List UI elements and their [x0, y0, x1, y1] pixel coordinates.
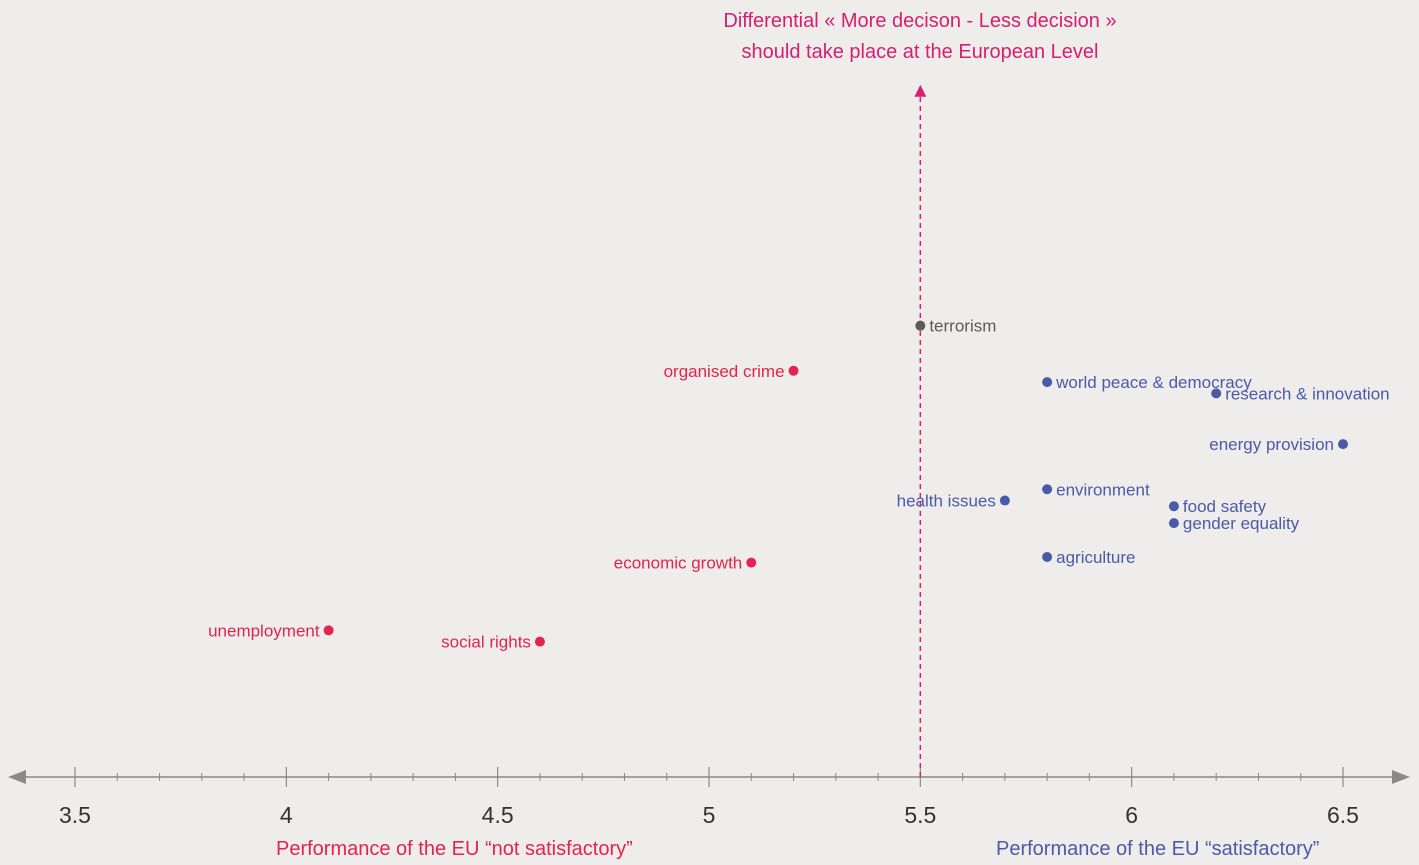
- data-point: [1338, 439, 1348, 450]
- data-point-label: health issues: [897, 492, 996, 511]
- data-point: [1042, 551, 1053, 562]
- chart-title-line-2: should take place at the European Level: [741, 41, 1099, 63]
- x-axis-arrow-left: [8, 770, 26, 784]
- data-point-label: agriculture: [1056, 548, 1135, 567]
- data-point: [1168, 518, 1179, 529]
- data-point-label: terrorism: [929, 317, 996, 336]
- data-point: [534, 636, 545, 647]
- data-point-label: unemployment: [208, 621, 320, 640]
- data-point: [323, 625, 334, 636]
- x-axis-arrow-right: [1392, 770, 1410, 784]
- x-tick-label: 4.5: [482, 802, 514, 828]
- data-point: [999, 495, 1010, 506]
- data-point-label: organised crime: [664, 362, 785, 381]
- data-point: [915, 320, 926, 331]
- data-point: [746, 557, 757, 568]
- x-tick-label: 6.5: [1327, 802, 1359, 828]
- x-tick-label: 5: [703, 802, 716, 828]
- data-point: [1211, 388, 1222, 399]
- data-point-label: gender equality: [1183, 514, 1300, 533]
- data-point-label: economic growth: [614, 554, 743, 573]
- data-point-label: food safety: [1183, 497, 1267, 516]
- x-tick-label: 4: [280, 802, 293, 828]
- chart-title-line-1: Differential « More decison - Less decis…: [723, 10, 1117, 32]
- data-point-label: research & innovation: [1225, 384, 1389, 403]
- x-axis-label-not-satisfactory: Performance of the EU “not satisfactory”: [276, 838, 633, 860]
- data-point-label: world peace & democracy: [1055, 373, 1252, 392]
- data-point-label: social rights: [441, 633, 531, 652]
- data-point: [1168, 501, 1179, 512]
- data-point: [1042, 484, 1053, 495]
- x-tick-label: 6: [1125, 802, 1138, 828]
- data-point-label: environment: [1056, 480, 1150, 499]
- data-point-label: energy provision: [1209, 435, 1334, 454]
- x-tick-label: 3.5: [59, 802, 91, 828]
- data-point: [788, 365, 799, 376]
- x-tick-label: 5.5: [904, 802, 936, 828]
- x-axis-label-satisfactory: Performance of the EU “satisfactory”: [996, 838, 1320, 860]
- data-point: [1042, 377, 1053, 388]
